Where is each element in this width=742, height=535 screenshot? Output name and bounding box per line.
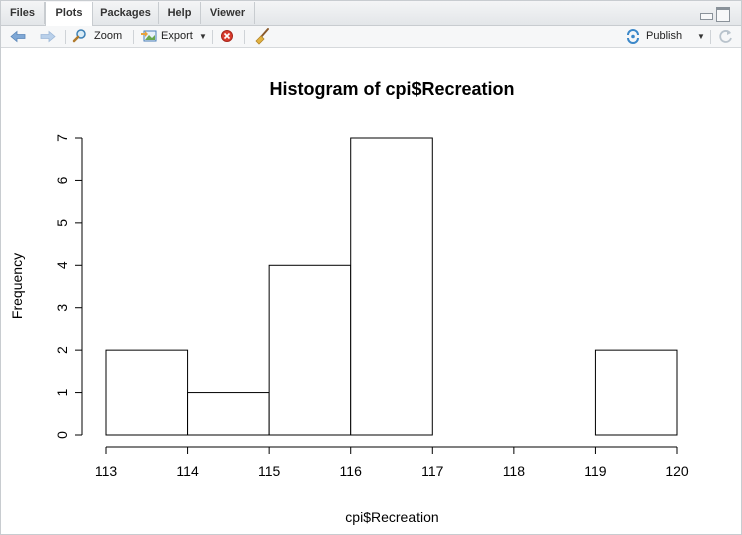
x-tick-label: 120 bbox=[665, 463, 689, 479]
tab-plots[interactable]: Plots bbox=[45, 2, 93, 26]
tab-viewer[interactable]: Viewer bbox=[201, 2, 255, 24]
x-axis-label: cpi$Recreation bbox=[345, 509, 438, 525]
histogram-bar bbox=[594, 349, 678, 436]
y-tick-label: 3 bbox=[54, 304, 70, 312]
plots-toolbar: Zoom Export ▼ bbox=[1, 26, 741, 48]
histogram-bar bbox=[268, 264, 352, 436]
y-tick-label: 2 bbox=[54, 346, 70, 354]
publish-icon bbox=[627, 29, 639, 44]
y-tick-label: 7 bbox=[54, 134, 70, 142]
y-tick-label: 5 bbox=[54, 219, 70, 227]
export-label: Export bbox=[161, 30, 193, 42]
clear-all-plots-button[interactable] bbox=[253, 26, 271, 47]
publish-label: Publish bbox=[646, 30, 683, 42]
x-tick-label: 118 bbox=[503, 463, 526, 479]
y-tick-label: 1 bbox=[54, 388, 70, 396]
x-tick-label: 116 bbox=[340, 463, 363, 479]
minimize-icon[interactable] bbox=[700, 13, 713, 20]
remove-icon bbox=[221, 30, 233, 42]
y-axis-label: Frequency bbox=[9, 253, 25, 319]
x-tick-label: 114 bbox=[176, 463, 199, 479]
histogram-bar bbox=[187, 392, 270, 436]
x-tick-label: 113 bbox=[95, 463, 118, 479]
zoom-button[interactable]: Zoom bbox=[72, 26, 128, 47]
toolbar-separator bbox=[212, 30, 213, 44]
toolbar-separator bbox=[710, 30, 711, 44]
chart-title: Histogram of cpi$Recreation bbox=[269, 79, 514, 99]
y-tick-label: 0 bbox=[54, 431, 70, 439]
tab-files[interactable]: Files bbox=[1, 2, 45, 24]
y-tick-label: 4 bbox=[54, 261, 70, 269]
zoom-label: Zoom bbox=[94, 30, 123, 42]
publish-button[interactable]: Publish ▼ bbox=[625, 26, 705, 47]
histogram-bar bbox=[105, 349, 189, 436]
histogram-bars bbox=[105, 137, 678, 436]
y-axis: 0 1 2 3 4 5 6 7 bbox=[54, 134, 83, 439]
tab-packages[interactable]: Packages bbox=[93, 2, 159, 24]
y-tick-label: 6 bbox=[54, 176, 70, 184]
export-image-icon bbox=[141, 30, 157, 42]
refresh-icon bbox=[719, 30, 732, 43]
chevron-down-icon: ▼ bbox=[697, 32, 705, 41]
histogram-bar bbox=[350, 137, 433, 436]
tab-bar: Files Plots Packages Help Viewer bbox=[1, 1, 741, 26]
x-tick-label: 115 bbox=[258, 463, 281, 479]
maximize-icon[interactable] bbox=[716, 7, 730, 22]
forward-arrow-icon[interactable] bbox=[39, 26, 57, 47]
broom-icon bbox=[255, 28, 269, 45]
toolbar-separator bbox=[133, 30, 134, 44]
tab-help[interactable]: Help bbox=[159, 2, 201, 24]
histogram-plot: Histogram of cpi$Recreation 113 114 115 116… bbox=[9, 79, 689, 525]
refresh-button[interactable] bbox=[717, 26, 735, 47]
chevron-down-icon: ▼ bbox=[199, 32, 207, 41]
magnifier-icon bbox=[72, 29, 86, 43]
toolbar-separator bbox=[244, 30, 245, 44]
x-axis: 113 114 115 116 117 118 119 120 bbox=[95, 446, 689, 479]
toolbar-separator bbox=[65, 30, 66, 44]
export-button[interactable]: Export ▼ bbox=[140, 26, 208, 47]
back-arrow-icon[interactable] bbox=[9, 26, 27, 47]
x-tick-label: 117 bbox=[421, 463, 444, 479]
x-tick-label: 119 bbox=[584, 463, 607, 479]
remove-plot-button[interactable] bbox=[219, 26, 235, 47]
